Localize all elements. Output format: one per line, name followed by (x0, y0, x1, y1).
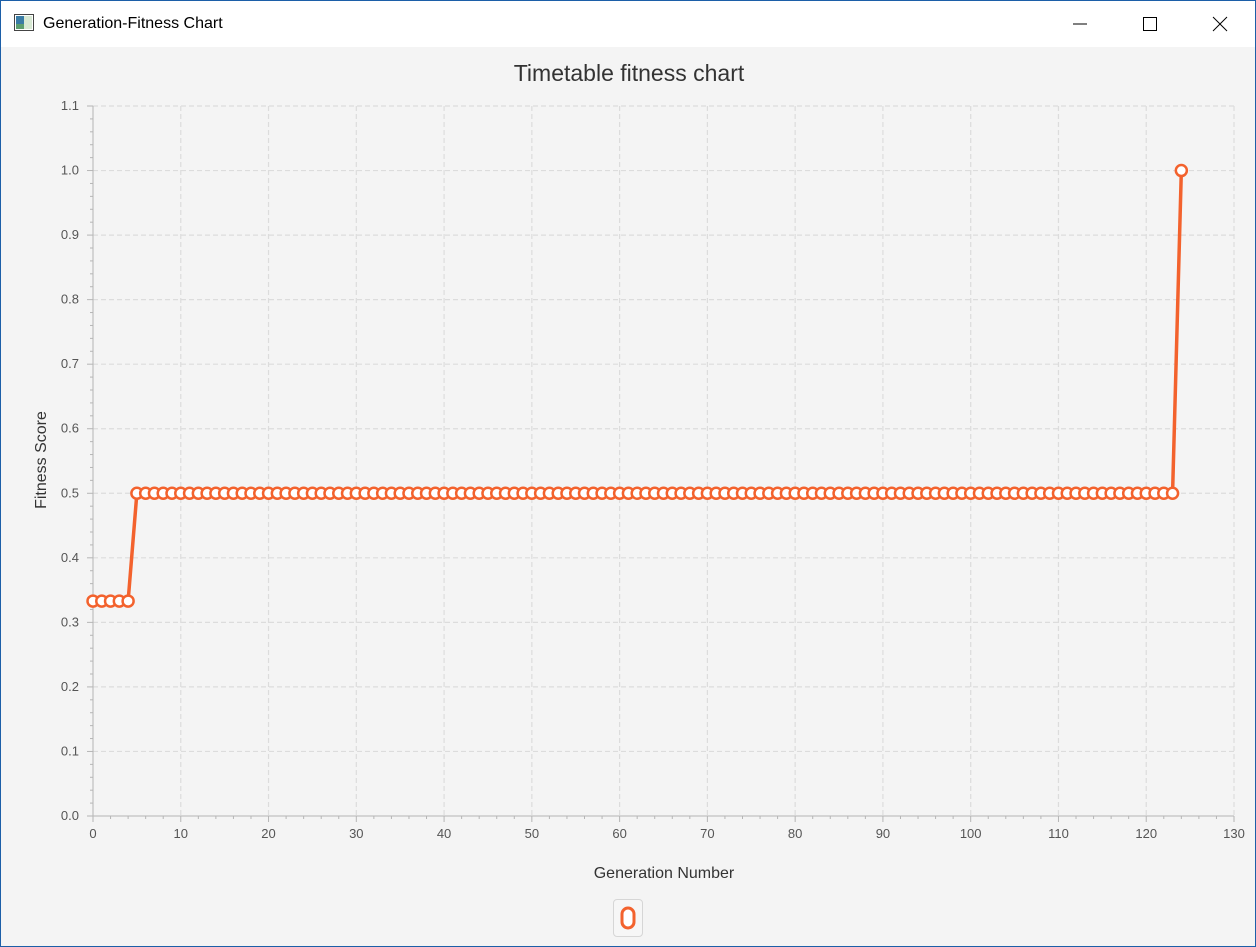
y-tick-label: 0.4 (61, 550, 79, 565)
minimize-icon (1073, 23, 1087, 25)
chart-area: Timetable fitness chart 0 10 20 30 40 50 60 70 8… (1, 47, 1255, 946)
x-tick-label: 50 (525, 826, 539, 841)
x-tick-label: 100 (960, 826, 982, 841)
y-axis-label: Fitness Score (33, 411, 50, 509)
y-tick-label: 0.7 (61, 356, 79, 371)
title-bar[interactable]: Generation-Fitness Chart (1, 1, 1255, 47)
app-icon (14, 14, 34, 31)
x-tick-label: 40 (437, 826, 451, 841)
maximize-icon (1143, 17, 1157, 31)
minimize-button[interactable] (1045, 1, 1115, 47)
x-tick-label: 70 (700, 826, 714, 841)
x-tick-label: 60 (612, 826, 626, 841)
y-tick-label: 0.0 (61, 808, 79, 823)
x-tick-label: 90 (876, 826, 890, 841)
chart-title: Timetable fitness chart (514, 60, 745, 86)
data-point (1174, 163, 1189, 178)
x-tick-label: 0 (89, 826, 96, 841)
x-tick-label: 130 (1223, 826, 1245, 841)
y-tick-label: 0.9 (61, 227, 79, 242)
x-tick-label: 120 (1135, 826, 1157, 841)
x-tick-label: 80 (788, 826, 802, 841)
window-title: Generation-Fitness Chart (43, 15, 223, 32)
axis-layer: 0 10 20 30 40 50 60 70 80 90 100 110 120 130 0.0 0.1 0.2… (61, 98, 1245, 841)
y-tick-label: 0.6 (61, 421, 79, 436)
data-point (121, 594, 135, 608)
y-tick-label: 0.8 (61, 292, 79, 307)
legend-marker-icon (620, 906, 636, 930)
series-layer (86, 163, 1189, 608)
x-tick-label: 110 (1048, 826, 1069, 841)
legend-item[interactable] (613, 899, 643, 937)
y-tick-label: 0.3 (61, 614, 79, 629)
close-icon (1212, 16, 1228, 32)
grid-layer (93, 105, 1235, 816)
y-tick-label: 0.2 (61, 679, 79, 694)
maximize-button[interactable] (1115, 1, 1185, 47)
close-button[interactable] (1185, 1, 1255, 47)
x-tick-label: 20 (261, 826, 275, 841)
y-tick-label: 1.1 (61, 98, 79, 113)
x-tick-label: 30 (349, 826, 363, 841)
line-chart: Timetable fitness chart 0 10 20 30 40 50 60 70 8… (33, 60, 1245, 882)
y-tick-label: 0.1 (61, 743, 79, 758)
y-tick-label: 1.0 (61, 163, 79, 178)
data-point (1165, 486, 1180, 501)
x-axis-label: Generation Number (594, 865, 735, 882)
x-tick-label: 10 (174, 826, 188, 841)
y-tick-label: 0.5 (61, 485, 79, 500)
